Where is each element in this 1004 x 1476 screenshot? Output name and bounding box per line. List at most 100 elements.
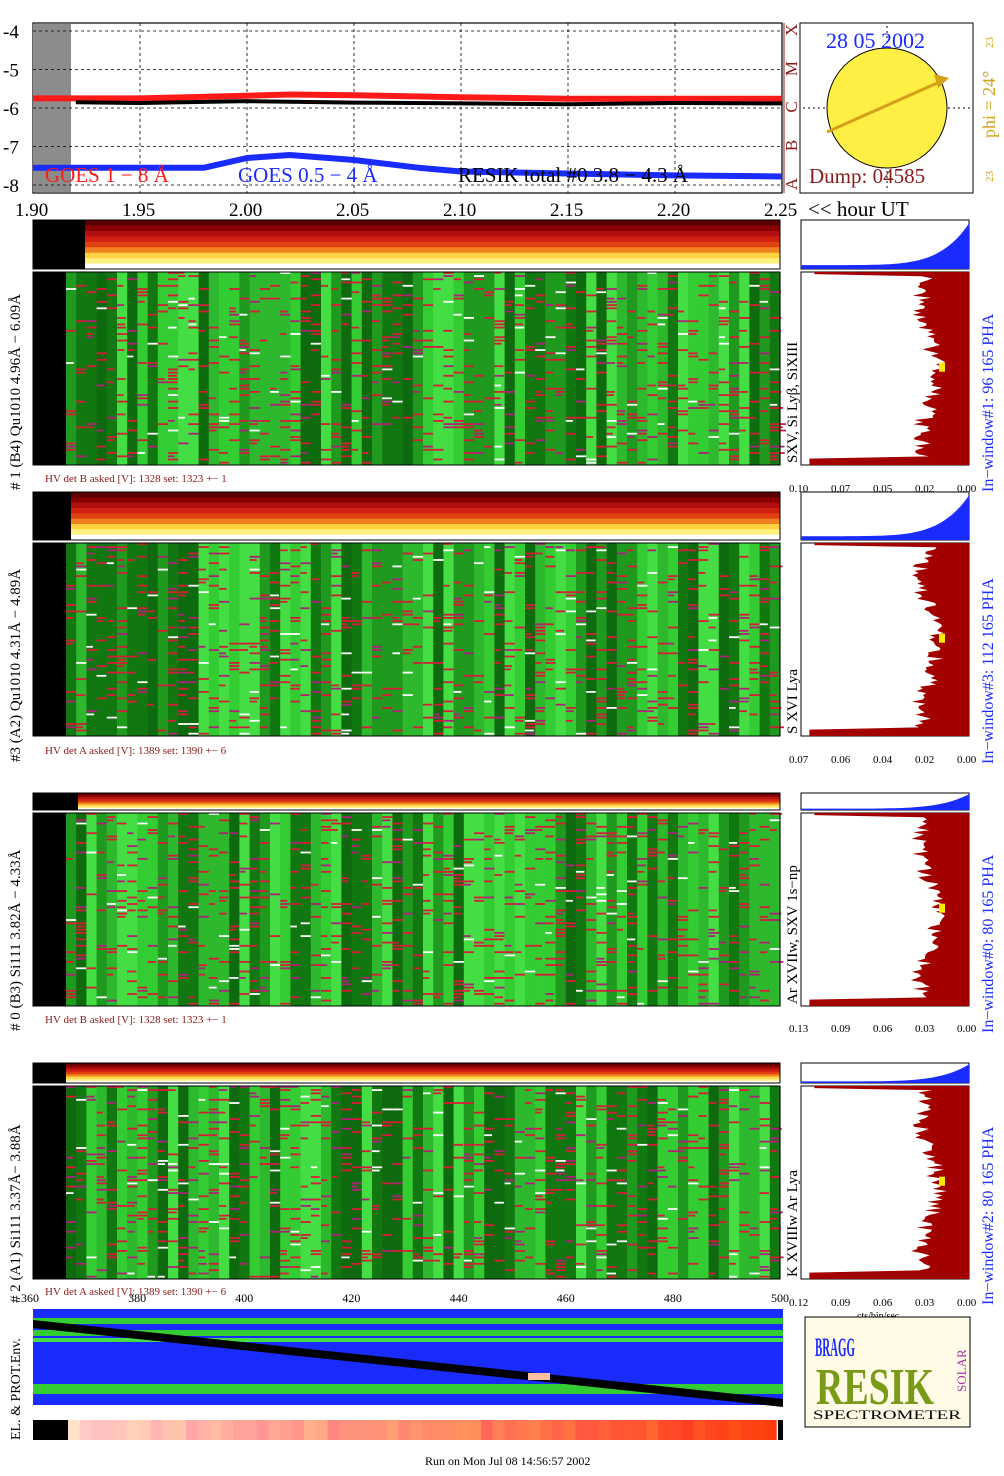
spectrogram-cell xyxy=(270,455,283,458)
spectrogram-cell xyxy=(229,951,240,954)
spectrogram-cell xyxy=(759,578,773,581)
spectrogram-cell xyxy=(321,633,336,635)
spectrogram-cell xyxy=(514,1140,522,1143)
spectrogram-cell xyxy=(555,935,565,937)
spectrogram-cell xyxy=(290,391,307,393)
spectrogram-cell xyxy=(535,674,548,677)
spectrogram-cell xyxy=(259,961,270,963)
spectrogram-cell xyxy=(576,620,592,622)
spectrogram-cell xyxy=(147,1137,155,1140)
spectrogram-column xyxy=(219,272,230,465)
band-row xyxy=(78,800,780,803)
spectrogram-cell xyxy=(106,1121,115,1124)
spectrogram-cell xyxy=(372,371,386,374)
spectrogram-cell xyxy=(739,842,753,844)
spectrogram-cell xyxy=(249,906,265,909)
spectrogram-cell xyxy=(280,658,292,661)
spectrogram-cell xyxy=(66,951,82,954)
spectrogram-cell xyxy=(535,1098,548,1101)
spectrogram-cell xyxy=(280,1227,293,1230)
spectrogram-cell xyxy=(402,1250,419,1252)
spectrogram-cell xyxy=(382,403,389,406)
spectrogram-cell xyxy=(647,323,659,326)
colorbar-cell xyxy=(197,1420,211,1440)
legend-goes-long: GOES 1 − 8 Å xyxy=(45,163,170,187)
spectrogram-cell xyxy=(280,313,291,316)
spectrogram-cell xyxy=(249,858,260,860)
spectrogram-cell xyxy=(402,294,413,297)
spectrogram-cell xyxy=(321,729,332,732)
spectrogram-cell xyxy=(239,993,254,995)
spectrogram-cell xyxy=(66,961,74,963)
spectrogram-cell xyxy=(749,400,763,403)
spectrogram-cell xyxy=(372,1111,386,1114)
spectrogram-cell xyxy=(239,1262,248,1265)
spectrogram-cell xyxy=(127,1230,135,1233)
spectrogram-cell xyxy=(463,317,476,319)
spectrogram-cell xyxy=(147,1179,159,1182)
spectrogram-cell xyxy=(443,700,454,703)
spectrogram-cell xyxy=(729,1166,744,1169)
spectrogram-cell xyxy=(535,1169,550,1172)
spectrogram-cell xyxy=(66,445,79,448)
spectrogram-cell xyxy=(555,1160,571,1162)
spectrogram-cell xyxy=(76,371,85,374)
spectrogram-cell xyxy=(494,1153,510,1156)
spectrogram-cell xyxy=(565,1160,579,1162)
spectrogram-cell xyxy=(361,1166,373,1169)
spectrogram-cell xyxy=(188,326,200,329)
spectrogram-cell xyxy=(178,658,190,661)
spectrogram-cell xyxy=(402,1217,412,1220)
spectrogram-cell xyxy=(678,333,694,335)
spectrogram-cell xyxy=(769,455,778,458)
spectrogram-cell xyxy=(637,1214,652,1217)
spectrogram-cell xyxy=(106,1205,120,1207)
spectrogram-cell xyxy=(729,1253,738,1256)
spectrogram-cell xyxy=(341,948,351,950)
spectrogram-cell xyxy=(229,320,243,323)
spectrogram-cell xyxy=(239,928,254,931)
spectrogram-cell xyxy=(443,426,454,429)
spectrogram-cell xyxy=(667,951,678,954)
colorbar-cell xyxy=(599,1420,612,1440)
spectrogram-cell xyxy=(178,645,186,648)
spectrogram-cell xyxy=(463,858,479,860)
spectrogram-cell xyxy=(627,448,641,451)
spectrogram-cell xyxy=(96,458,106,461)
spectrogram-cell xyxy=(188,1214,204,1217)
spectrogram-cell xyxy=(239,420,248,422)
spectrogram-cell xyxy=(178,935,189,937)
spectrogram-cell xyxy=(596,1250,610,1252)
spectrogram-cell xyxy=(229,1118,245,1120)
spectrogram-cell xyxy=(627,662,639,664)
spectrogram-cell xyxy=(168,1217,183,1220)
colorbar-cell xyxy=(516,1420,529,1440)
spectrogram-cell xyxy=(698,400,706,403)
spectrogram-cell xyxy=(739,391,748,393)
spectrogram-cell xyxy=(667,1150,681,1153)
spectrogram-cell xyxy=(290,925,297,928)
spectrogram-cell xyxy=(219,645,229,648)
spectrogram-cell xyxy=(739,1163,746,1165)
colorbar-cell xyxy=(174,1420,187,1440)
spectrogram-cell xyxy=(627,961,635,963)
colorbar-cell xyxy=(551,1420,565,1440)
colorbar-cell xyxy=(292,1420,305,1440)
spectrogram-cell xyxy=(616,333,633,335)
spectrogram-column xyxy=(229,543,240,736)
spectrogram-cell xyxy=(688,954,699,957)
spectrogram-cell xyxy=(392,1182,405,1185)
spectrogram-cell xyxy=(423,951,437,954)
spectrogram-cell xyxy=(637,439,649,442)
spectrogram-cell xyxy=(117,645,129,648)
spectrogram-cell xyxy=(76,1150,87,1153)
spectrogram-cell xyxy=(392,1108,408,1111)
spectrogram-cell xyxy=(514,371,525,374)
spectrogram-cell xyxy=(688,970,703,973)
environment-stripe xyxy=(33,1318,783,1324)
spectrogram-cell xyxy=(474,562,484,565)
spectrogram-cell xyxy=(178,951,192,954)
spectrogram-cell xyxy=(117,394,124,396)
spectrogram-cell xyxy=(504,1227,521,1230)
spectrogram-cell xyxy=(657,1169,666,1172)
